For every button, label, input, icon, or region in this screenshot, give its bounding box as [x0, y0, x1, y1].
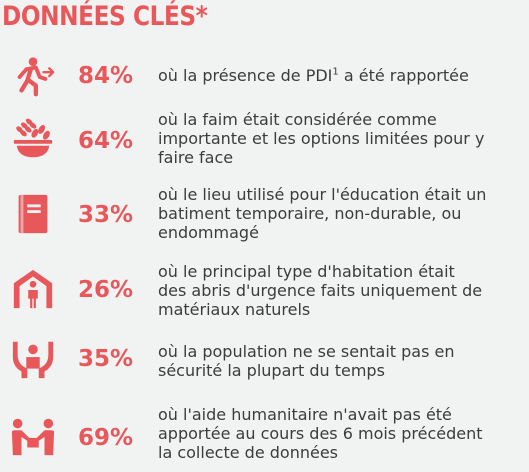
- percentage-value: 64%: [78, 128, 134, 154]
- desc-line: la collecte de données: [158, 443, 338, 462]
- fact-description: où la présence de PDI1 a été rapportée: [158, 66, 528, 85]
- key-fact-row: 35% où la population ne se sentait pas e…: [0, 337, 529, 387]
- desc-line: sécurité la plupart du temps: [158, 361, 385, 380]
- key-fact-row: 26% où le principal type d'habitation ét…: [0, 262, 529, 324]
- page-title: DONNÉES CLÉS*: [2, 1, 208, 32]
- desc-line: où la population ne se sentait pas en: [158, 342, 455, 361]
- key-fact-row: 64% où la faim était considérée comme im…: [0, 108, 529, 170]
- desc-line: matériaux naturels: [158, 300, 311, 319]
- fact-description: où l'aide humanitaire n'avait pas été ap…: [158, 405, 528, 462]
- fact-description: où la faim était considérée comme import…: [158, 110, 528, 167]
- desc-line: endommagé: [158, 223, 259, 242]
- percentage-value: 33%: [78, 202, 134, 228]
- key-fact-row: 84% où la présence de PDI1 a été rapport…: [0, 52, 529, 100]
- key-fact-row: 33% où le lieu utilisé pour l'éducation …: [0, 185, 529, 247]
- desc-line: où le lieu utilisé pour l'éducation étai…: [158, 185, 487, 204]
- percentage-value: 26%: [78, 277, 134, 303]
- fact-description: où le lieu utilisé pour l'éducation étai…: [158, 185, 528, 242]
- desc-line: des abris d'urgence faits uniquement de: [158, 281, 483, 300]
- displaced-person-icon: [8, 52, 58, 102]
- book-icon: [8, 189, 58, 239]
- fact-description: où le principal type d'habitation était …: [158, 262, 528, 319]
- desc-line: où la faim était considérée comme: [158, 110, 437, 129]
- desc-line: faire face: [158, 148, 234, 167]
- food-bowl-icon: [8, 114, 58, 164]
- aid-exchange-icon: [8, 411, 58, 461]
- shelter-icon: [8, 264, 58, 314]
- percentage-value: 69%: [78, 425, 134, 451]
- fact-description: où la population ne se sentait pas en sé…: [158, 342, 528, 380]
- percentage-value: 84%: [78, 63, 134, 89]
- key-fact-row: 69% où l'aide humanitaire n'avait pas ét…: [0, 405, 529, 467]
- footnote-marker: 1: [332, 66, 339, 78]
- desc-line: où le principal type d'habitation était: [158, 262, 455, 281]
- desc-line: importante et les options limitées pour …: [158, 129, 485, 148]
- desc-line: apportée au cours des 6 mois précédent: [158, 424, 483, 443]
- desc-text: a été rapportée: [338, 66, 469, 85]
- protection-icon: [8, 334, 58, 384]
- percentage-value: 35%: [78, 346, 134, 372]
- desc-line: batiment temporaire, non-durable, ou: [158, 204, 462, 223]
- desc-line: où l'aide humanitaire n'avait pas été: [158, 405, 452, 424]
- desc-text: où la présence de PDI: [158, 66, 333, 85]
